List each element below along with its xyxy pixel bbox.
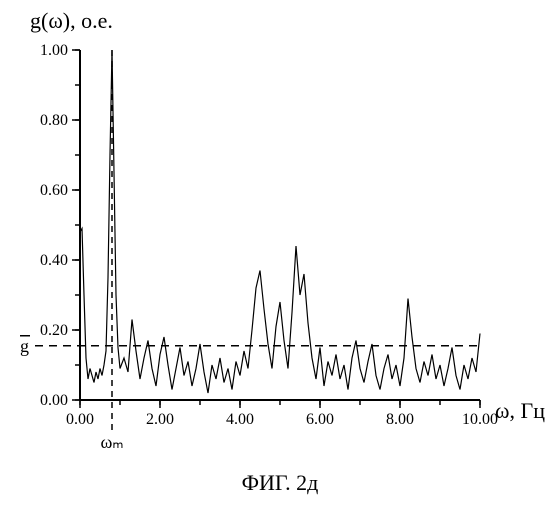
x-tick-label: 2.00 — [146, 411, 174, 428]
gbar-label: g — [20, 336, 29, 356]
x-tick-label: 0.00 — [66, 411, 94, 428]
y-tick-label: 0.40 — [40, 252, 68, 269]
figure-caption: ФИГ. 2д — [242, 470, 319, 495]
chart-svg: g(ω), о.е. 0.00 0.20 0.40 0.60 0.80 1.00 0.00 2… — [0, 0, 560, 500]
plot-area: 0.00 0.20 0.40 0.60 0.80 1.00 0.00 2.00 4.00 6.00… — [20, 42, 498, 430]
y-axis-title: g(ω), о.е. — [30, 8, 113, 33]
y-tick-label: 1.00 — [40, 42, 68, 59]
x-tick-label: 8.00 — [386, 411, 414, 428]
x-axis-title: ω, Гц — [495, 398, 545, 423]
y-tick-label: 0.60 — [40, 182, 68, 199]
y-tick-label: 0.80 — [40, 112, 68, 129]
x-tick-label: 4.00 — [226, 411, 254, 428]
x-tick-label: 10.00 — [462, 411, 498, 428]
spectrum-series — [80, 50, 480, 393]
wm-label: ωₘ — [100, 432, 123, 452]
x-tick-label: 6.00 — [306, 411, 334, 428]
y-tick-label: 0.00 — [40, 392, 68, 409]
y-tick-label: 0.20 — [40, 322, 68, 339]
